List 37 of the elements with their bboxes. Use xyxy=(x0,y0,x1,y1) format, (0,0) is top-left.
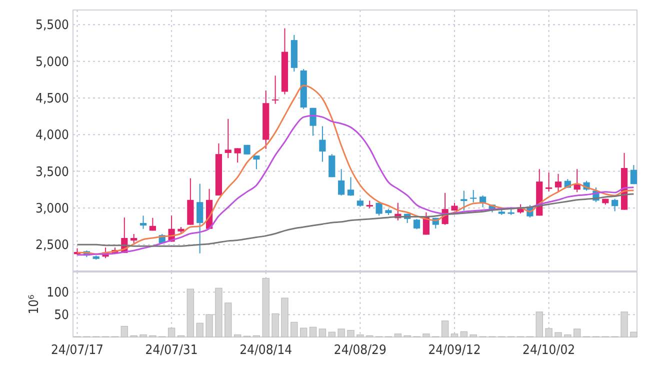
candlestick xyxy=(149,217,156,232)
candlestick xyxy=(234,148,241,163)
y-tick-label: 50 xyxy=(54,308,69,324)
x-tick-label: 24/10/02 xyxy=(522,343,576,358)
candlestick xyxy=(460,190,468,212)
y-tick-label: 100 xyxy=(46,286,69,301)
y-axis-title: 10⁶ xyxy=(27,294,42,314)
candlestick xyxy=(272,75,279,104)
candlestick xyxy=(310,107,316,136)
candlestick xyxy=(612,198,618,212)
x-tick-label: 24/08/14 xyxy=(240,343,292,358)
candlestick xyxy=(347,176,354,196)
x-tick-label: 24/07/17 xyxy=(50,343,104,358)
candlestick xyxy=(253,155,260,170)
y-tick-label: 5,500 xyxy=(36,18,69,34)
candlestick xyxy=(319,126,326,162)
x-tick-label: 24/07/31 xyxy=(145,343,198,358)
candlestick xyxy=(376,202,382,216)
candlestick xyxy=(328,154,336,178)
y-tick-label: 4,000 xyxy=(36,128,69,144)
y-tick-label: 5,000 xyxy=(36,54,69,70)
y-tick-label: 3,500 xyxy=(36,164,69,180)
candlestick xyxy=(130,233,138,244)
candlestick xyxy=(546,172,552,192)
candlestick xyxy=(630,164,637,185)
candlestick xyxy=(196,183,204,254)
candlestick xyxy=(554,173,562,193)
x-tick-label: 24/08/29 xyxy=(334,343,386,358)
y-tick-label: 4,500 xyxy=(36,92,69,107)
y-tick-label: 3,000 xyxy=(36,202,69,216)
candlestick xyxy=(470,189,477,203)
x-tick-label: 24/09/12 xyxy=(428,343,481,358)
candlestick xyxy=(413,218,420,230)
y-tick-label: 2,500 xyxy=(36,238,69,254)
candlestick xyxy=(140,215,147,230)
candlestick xyxy=(224,118,232,159)
candlestick xyxy=(338,168,345,196)
